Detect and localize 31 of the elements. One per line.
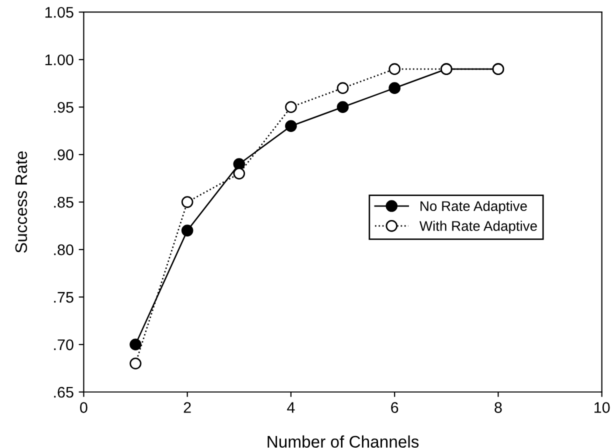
y-tick-label: .85 (54, 196, 74, 208)
x-tick-label: 10 (594, 402, 610, 413)
x-tick-label: 2 (184, 402, 191, 413)
point (130, 338, 142, 350)
y-tick-label: .80 (54, 244, 74, 256)
point (336, 82, 349, 94)
point (233, 158, 246, 170)
x-axis-title: Number of Channels (268, 435, 419, 448)
x-tick-label: 8 (494, 402, 502, 413)
point (233, 168, 246, 180)
y-tick-label: .75 (54, 292, 74, 303)
y-tick-label: .70 (54, 339, 74, 350)
legend-label: With Rate Adaptive (419, 220, 537, 234)
point (388, 63, 400, 75)
point (181, 224, 194, 236)
x-tick-label: 0 (80, 402, 88, 413)
y-axis-title: Success Rate (15, 151, 28, 253)
legend-label: No Rate Adaptive (420, 200, 527, 214)
point (388, 82, 400, 94)
point (130, 358, 142, 370)
y-tick-label: .95 (54, 102, 74, 113)
point (181, 196, 194, 208)
point (285, 101, 297, 113)
point (336, 101, 349, 113)
y-tick-label: .65 (54, 386, 74, 398)
y-tick-label: .90 (54, 149, 74, 160)
x-tick-label: 4 (287, 402, 295, 413)
point (285, 120, 297, 132)
y-tick-label: 1.05 (45, 6, 74, 18)
x-tick-label: 6 (391, 402, 398, 413)
y-tick-label: 1.00 (45, 54, 74, 66)
